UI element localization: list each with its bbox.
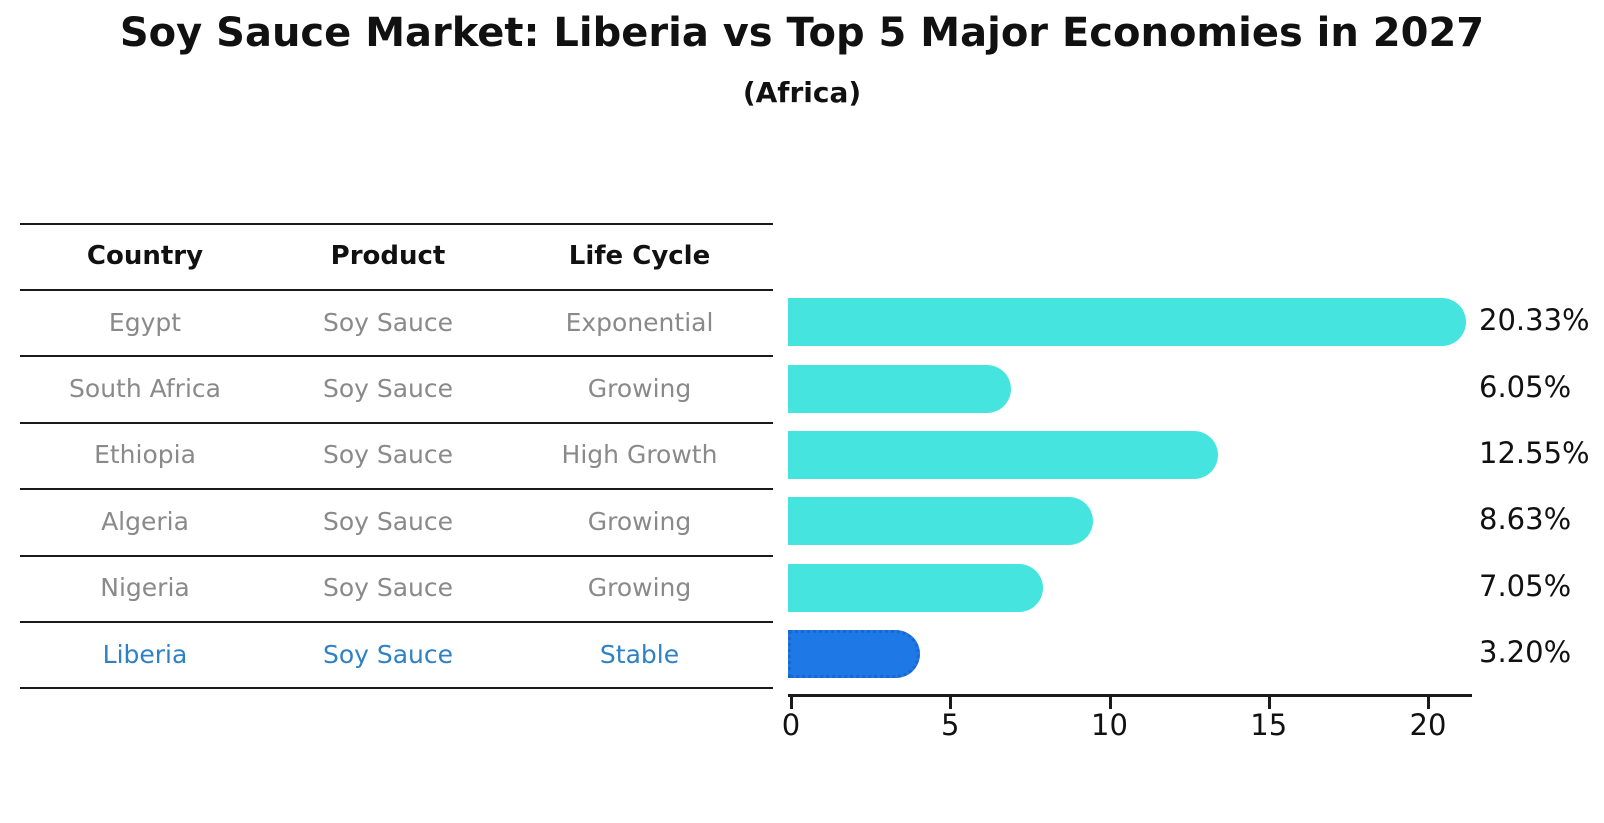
column-header: Life Cycle	[568, 241, 711, 271]
table-row-divider	[20, 621, 773, 623]
table-row: South Africa Soy Sauce Growing	[20, 355, 773, 421]
life-cycle-cell: Growing	[587, 374, 692, 404]
product-cell: Soy Sauce	[322, 573, 454, 603]
x-axis-tick	[790, 697, 793, 709]
bar-value-label: 3.20%	[1479, 635, 1572, 670]
table-row: Algeria Soy Sauce Growing	[20, 488, 773, 554]
x-axis-line	[788, 694, 1472, 697]
life-cycle-cell: Growing	[587, 573, 692, 603]
table-row: Liberia Soy Sauce Stable	[20, 621, 773, 687]
country-cell: Nigeria	[100, 573, 190, 603]
product-cell: Soy Sauce	[322, 440, 454, 470]
table-header-row: Country Product Life Cycle	[20, 223, 773, 289]
life-cycle-cell: Stable	[599, 639, 680, 669]
table-border-top	[20, 223, 773, 225]
life-cycle-cell: Exponential	[565, 307, 714, 337]
x-axis-tick	[1427, 697, 1430, 709]
table-row: Egypt Soy Sauce Exponential	[20, 289, 773, 355]
column-header: Country	[86, 241, 204, 271]
country-cell: Liberia	[102, 639, 188, 669]
table-row: Ethiopia Soy Sauce High Growth	[20, 422, 773, 488]
life-cycle-cell: Growing	[587, 506, 692, 536]
table-row-divider	[20, 421, 773, 424]
table-header-divider	[20, 289, 773, 291]
table-row-divider	[20, 687, 773, 690]
bar	[788, 298, 1466, 347]
chart-subtitle: (Africa)	[742, 76, 862, 109]
bar-liberia-highlight	[788, 630, 920, 679]
country-cell: Ethiopia	[94, 440, 196, 470]
product-cell: Soy Sauce	[322, 307, 454, 337]
bar-value-label: 6.05%	[1479, 369, 1572, 404]
x-axis-tick	[1267, 697, 1271, 709]
x-axis-tick	[1108, 697, 1112, 709]
x-axis-tick-label: 10	[1091, 708, 1128, 742]
country-cell: Egypt	[108, 307, 182, 337]
x-axis-tick-label: 15	[1250, 708, 1288, 742]
x-axis-tick-label: 0	[781, 708, 801, 742]
bar-value-label: 20.33%	[1479, 303, 1590, 338]
column-header: Product	[330, 241, 446, 271]
country-cell: South Africa	[69, 374, 221, 404]
product-cell: Soy Sauce	[322, 506, 454, 536]
bar-value-label: 12.55%	[1479, 436, 1590, 470]
bar	[788, 563, 1043, 612]
bar	[788, 364, 1011, 413]
x-axis-tick-label: 5	[941, 708, 960, 742]
x-axis-tick	[949, 697, 953, 709]
table-row-divider	[20, 488, 773, 491]
bar-value-label: 7.05%	[1479, 568, 1572, 603]
chart-title: Soy Sauce Market: Liberia vs Top 5 Major…	[119, 10, 1485, 56]
product-cell: Soy Sauce	[322, 374, 454, 404]
product-cell: Soy Sauce	[322, 639, 454, 669]
x-axis-tick-label: 20	[1409, 708, 1447, 742]
country-cell: Algeria	[101, 506, 189, 536]
table-row: Nigeria Soy Sauce Growing	[20, 555, 773, 621]
bar	[788, 431, 1218, 479]
table-row-divider	[20, 554, 773, 557]
bar	[788, 497, 1093, 546]
life-cycle-cell: High Growth	[561, 440, 718, 470]
table-row-divider	[20, 355, 773, 358]
bar-value-label: 8.63%	[1479, 502, 1572, 537]
